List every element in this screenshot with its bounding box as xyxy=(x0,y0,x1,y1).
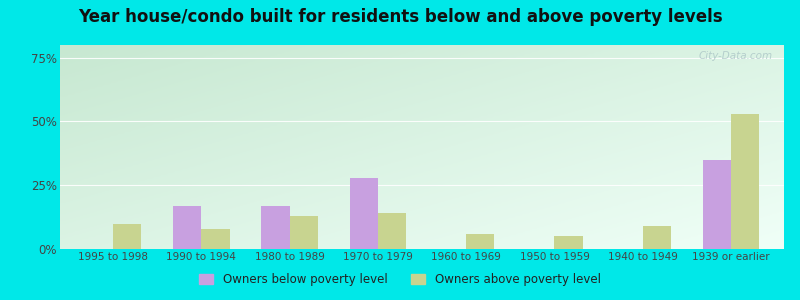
Bar xyxy=(290,216,318,249)
Text: City-Data.com: City-Data.com xyxy=(699,51,773,61)
Bar xyxy=(202,229,230,249)
Bar xyxy=(702,160,731,249)
Bar xyxy=(731,114,759,249)
Bar xyxy=(173,206,202,249)
Bar xyxy=(466,234,494,249)
Bar xyxy=(262,206,290,249)
Legend: Owners below poverty level, Owners above poverty level: Owners below poverty level, Owners above… xyxy=(194,269,606,291)
Text: Year house/condo built for residents below and above poverty levels: Year house/condo built for residents bel… xyxy=(78,8,722,26)
Bar xyxy=(554,236,582,249)
Bar xyxy=(350,178,378,249)
Bar xyxy=(642,226,671,249)
Bar xyxy=(113,224,142,249)
Bar xyxy=(378,213,406,249)
